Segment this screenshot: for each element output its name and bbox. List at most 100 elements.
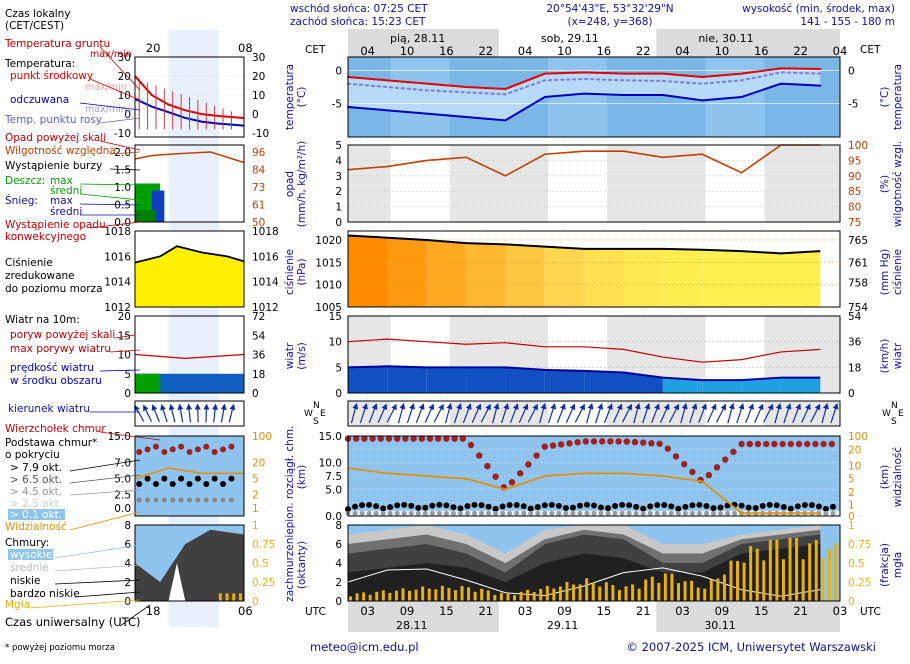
fog-bar-50 [677, 583, 680, 601]
mini-wind-arrow-8 [203, 403, 210, 423]
cloud-base-dot-low-27 [535, 510, 541, 516]
fog-bar-46 [650, 576, 654, 601]
compass-right-S: S [891, 417, 897, 427]
wind-arrow-14 [480, 403, 491, 423]
temp-ytick-l-1: -5 [332, 99, 342, 111]
legend-very-low: bardzo niskie [10, 588, 80, 600]
cloud-layer-3 [348, 544, 821, 601]
precip-right-title: wilgotność wzgl. [892, 141, 904, 227]
bottom-day-band-0 [348, 601, 499, 632]
legend-pointer-14 [99, 369, 141, 372]
cloud-base-dot-low-22 [500, 510, 506, 516]
cloud-base-dot-6 [387, 504, 394, 511]
cloud-base-dot-25 [520, 503, 527, 510]
compass-left-S: S [313, 417, 319, 427]
press-panel-frame [347, 230, 841, 308]
cover-ytick-l-2: 4 [335, 558, 342, 570]
mini-cloud-top-dot-8 [203, 443, 210, 450]
cloud-base-dot-2 [359, 502, 366, 509]
legend-pointer-3 [99, 117, 141, 124]
wind-panel-frame [347, 315, 841, 394]
mini-cover-ytick-l-1: 6 [124, 539, 131, 551]
legend-rain-max: max [50, 175, 73, 187]
cloud-top-dot-32 [607, 438, 614, 445]
wind-arrow-shaft [424, 405, 434, 423]
legend-time-local: Czas lokalny [5, 8, 71, 20]
mini-humidity [134, 151, 245, 164]
top-hour-7: 22 [636, 44, 651, 58]
cloud-base-dot-40 [626, 502, 633, 509]
cloud-base-dot-52 [710, 505, 717, 512]
fog-bar-65 [775, 539, 779, 601]
cloud-base-dot-low-46 [668, 510, 674, 516]
fog-bar-16 [453, 590, 457, 601]
wind-ytick-l-0: 0 [335, 388, 342, 400]
mini-arrow-head [229, 403, 236, 411]
mini-cloud-top-dot-2 [152, 443, 159, 450]
legend-rain: Deszcz: [5, 175, 45, 187]
mini-bottom-hour-2: 06 [238, 604, 253, 618]
cloud-base-dot-low-10 [415, 510, 421, 516]
cloud-ytick-l-0: 0.0 [325, 511, 342, 523]
wind-arrow-10 [444, 402, 453, 424]
fog-bar-5 [381, 590, 385, 601]
precip-ytick-l-4: 4 [335, 155, 342, 167]
mini-cloud-dot2-6 [187, 497, 192, 503]
wind-arrow-9 [433, 403, 444, 423]
precip-ytick-l-1: 1 [335, 202, 342, 214]
fog-bar-73 [827, 549, 831, 601]
mini-press-ytick-r-1: 1016 [252, 251, 279, 263]
cloud-base-dot-low-18 [472, 510, 477, 516]
fog-bar-7 [394, 590, 398, 601]
mini-precip-ytick-l-3: 0.5 [114, 200, 131, 212]
temp-left-unit: (°C) [296, 87, 308, 108]
cloud-base-dot-65 [801, 501, 808, 508]
cloud-top-dot-20 [508, 479, 516, 486]
chart-layer: pią, 28.11 28.11 sob, 29.11 29.11 nie, 30.11… [29, 29, 904, 632]
fog-bar-67 [788, 537, 792, 601]
cloud-base-dot-low-19 [479, 510, 484, 516]
cover-ytick-l-3: 6 [335, 539, 342, 551]
fog-bar-64 [768, 539, 772, 601]
wind-arrow-head [579, 403, 585, 411]
cloud-base-dot-low-12 [429, 510, 435, 516]
mini-cloud-top-dot-7 [194, 446, 201, 453]
wind-arrow-shaft [774, 405, 781, 424]
cloud-ytick-l-6: 15.0 [319, 431, 342, 443]
cloud-base-dot-50 [696, 501, 703, 508]
cloud-base-dot-42 [640, 505, 647, 512]
mini-wind-ytick-l-4: 0 [124, 388, 131, 400]
cloud-top-dot-9 [418, 435, 425, 442]
cloud-base-dot-low-16 [458, 510, 463, 516]
legend-wind: Wiatr na 10m: [5, 314, 80, 326]
altitude-values: 141 - 155 - 180 m [800, 16, 895, 28]
wind-arrow-19 [527, 403, 538, 423]
legend-visibility: Widzialność [5, 521, 67, 533]
wind-arrow-head [616, 403, 623, 411]
footer-email[interactable]: meteo@icm.edu.pl [310, 640, 419, 654]
wind-arrow-head [371, 403, 378, 410]
mini-cloud-dot-4 [169, 481, 176, 487]
cloud-base-dot-low-3 [366, 510, 372, 516]
mini-press-ytick-l-3: 1012 [104, 302, 131, 314]
cloud-right-title: widzialność [892, 447, 904, 507]
cloud-base-dot-41 [633, 503, 640, 510]
mini-fog-bar-3 [238, 593, 242, 601]
legend-pointer-24 [74, 591, 141, 598]
wind-arrow-shaft [754, 405, 763, 423]
fog-bar-14 [440, 585, 444, 601]
wind-arrow-46 [783, 403, 792, 424]
wind-arrow-29 [621, 403, 632, 423]
temp-series-2 [346, 71, 822, 96]
cloud-base-dot-32 [569, 504, 576, 511]
wind-arrow-20 [539, 402, 547, 424]
cloud-ytick-l-2: 5.0 [325, 484, 342, 496]
wind-arrow-head [428, 403, 435, 411]
cloud-top-dot-52 [771, 440, 778, 448]
wind-arrow-44 [763, 403, 774, 423]
legend-pressure: Ciśnienie [5, 257, 53, 269]
wind-arrow-24 [574, 403, 585, 423]
fog-bar-69 [801, 559, 805, 601]
altitude-title: wysokość (min, środek, max) [742, 3, 895, 15]
day-label-bottom-0: 28.11 [396, 619, 428, 632]
